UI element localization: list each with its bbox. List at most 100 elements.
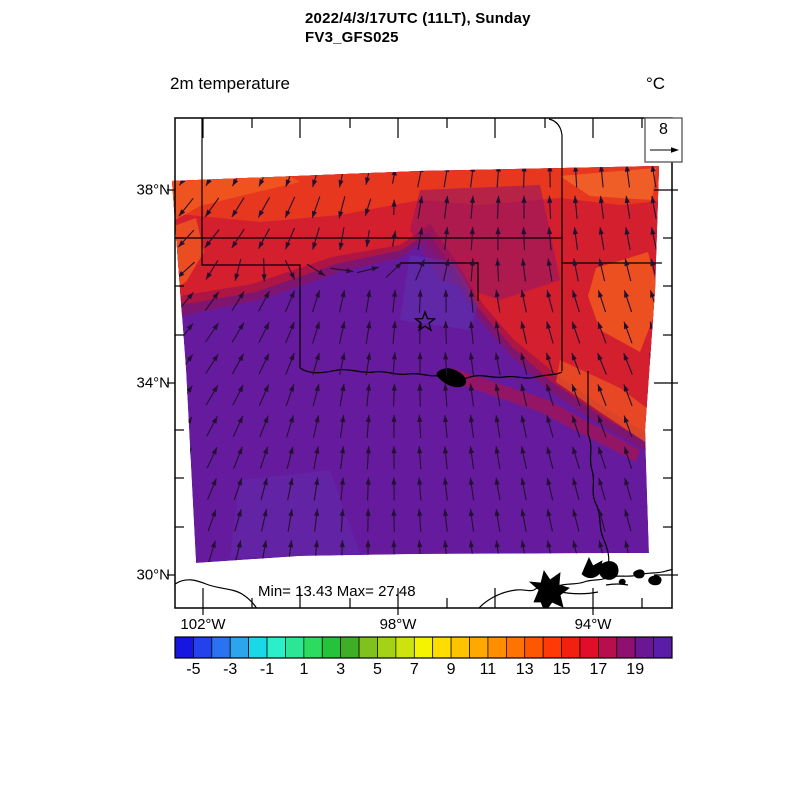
wind-arrow-head bbox=[624, 477, 630, 486]
wind-arrow-head bbox=[494, 415, 500, 423]
wind-arrow-head bbox=[365, 239, 371, 247]
wind-arrow-head bbox=[338, 179, 344, 188]
wind-arrow-head bbox=[468, 352, 474, 360]
wind-arrow-head bbox=[443, 383, 449, 391]
wind-arrow-head bbox=[417, 446, 423, 454]
wind-arrow bbox=[649, 415, 659, 438]
wind-arrow-head bbox=[391, 321, 397, 329]
wind-arrow-head bbox=[313, 540, 319, 548]
wind-arrow-head bbox=[391, 477, 397, 485]
wind-arrow-head bbox=[314, 446, 320, 454]
wind-arrow-head bbox=[443, 415, 449, 423]
wind-arrow-head bbox=[237, 447, 243, 455]
wind-arrow-head bbox=[520, 446, 526, 454]
wind-arrow-head bbox=[468, 446, 474, 454]
wind-arrow-head bbox=[599, 166, 605, 172]
state-border-ksmo-okar bbox=[548, 118, 563, 371]
wind-arrow-head bbox=[598, 509, 604, 517]
wind-arrow-head bbox=[598, 195, 604, 204]
state-border-extra bbox=[400, 262, 479, 301]
field-region-orange-patch-topright bbox=[560, 168, 656, 200]
wind-arrow-head bbox=[650, 258, 656, 267]
wind-arrow-head bbox=[205, 209, 212, 217]
wind-arrow-head bbox=[650, 540, 656, 548]
plot-title-model: FV3_GFS025 bbox=[305, 29, 399, 46]
wind-arrow-head bbox=[547, 195, 553, 203]
wind-arrow-head bbox=[211, 509, 216, 517]
wind-arrow-head bbox=[521, 195, 527, 203]
wind-arrow-head bbox=[340, 290, 346, 298]
wind-arrow-head bbox=[546, 540, 552, 548]
wind-arrow-head bbox=[261, 274, 267, 282]
wind-arrow-head bbox=[340, 383, 346, 392]
wind-arrow-head bbox=[521, 166, 527, 172]
wind-arrow-head bbox=[391, 446, 397, 454]
wind-arrow-head bbox=[186, 385, 193, 393]
wind-arrow-head bbox=[520, 540, 526, 548]
wind-arrow-head bbox=[391, 199, 397, 207]
wind-arrow-head bbox=[573, 195, 579, 204]
wind-arrow-head bbox=[365, 446, 371, 454]
wind-arrow-head bbox=[314, 321, 320, 329]
wind-arrow-head bbox=[494, 289, 500, 298]
wind-arrow-head bbox=[598, 290, 604, 298]
wind-arrow-head bbox=[443, 289, 449, 297]
wind-arrow-head bbox=[288, 477, 294, 486]
wind-arrow-head bbox=[520, 383, 526, 392]
rio-grande-coast bbox=[175, 579, 258, 608]
wind-arrow-head bbox=[186, 354, 193, 362]
wind-arrow-head bbox=[572, 446, 578, 455]
wind-arrow-head bbox=[650, 196, 656, 204]
wind-arrow bbox=[181, 540, 191, 563]
wind-arrow-head bbox=[285, 210, 291, 218]
wind-arrow-head bbox=[177, 271, 185, 278]
colorbar-cell bbox=[579, 636, 599, 659]
wind-arrow-head bbox=[521, 227, 527, 235]
wind-arrow-head bbox=[468, 321, 475, 329]
wind-arrow bbox=[649, 446, 659, 469]
wind-arrow-head bbox=[443, 227, 450, 235]
lake-texoma bbox=[436, 368, 466, 388]
wind-arrow-head bbox=[520, 477, 526, 486]
wind-arrow-head bbox=[366, 289, 372, 298]
wind-arrow-head bbox=[391, 289, 397, 297]
colorbar-cell bbox=[340, 636, 360, 659]
wind-arrow-head bbox=[185, 509, 191, 518]
wind-arrow-head bbox=[211, 447, 217, 455]
y-axis-tick-label: 38°N bbox=[136, 181, 170, 199]
wind-arrow-head bbox=[572, 415, 577, 423]
wind-arrow-head bbox=[572, 227, 578, 235]
wind-arrow-head bbox=[314, 352, 320, 361]
wind-arrow-head bbox=[598, 258, 604, 267]
wind-arrow-head bbox=[520, 321, 526, 329]
wind-arrow-head bbox=[546, 446, 552, 454]
wind-arrow-head bbox=[288, 415, 294, 423]
field-region-orange-patch-right-lower bbox=[556, 360, 652, 444]
wind-arrow-head bbox=[598, 415, 603, 423]
wind-arrow-head bbox=[417, 477, 423, 485]
wind-arrow-head bbox=[237, 353, 244, 362]
wind-arrow-head bbox=[494, 352, 500, 360]
variable-label: 2m temperature bbox=[170, 74, 290, 93]
wind-arrow-head bbox=[288, 540, 294, 548]
wind-arrow-head bbox=[236, 540, 242, 548]
wind-arrow-head bbox=[263, 384, 269, 392]
colorbar-cell bbox=[469, 636, 489, 659]
wind-arrow bbox=[180, 509, 192, 532]
wind-arrow-head bbox=[468, 415, 474, 423]
wind-arrow-head bbox=[395, 262, 403, 269]
wind-arrow-head bbox=[289, 290, 295, 299]
wind-arrow-head bbox=[495, 195, 501, 203]
colorbar-cell bbox=[487, 636, 507, 659]
wind-arrow-head bbox=[417, 540, 423, 548]
wind-arrow-head bbox=[624, 290, 630, 298]
wind-arrow-head bbox=[338, 242, 344, 250]
wind-arrow-head bbox=[573, 166, 579, 172]
colorbar-tick-label: 5 bbox=[373, 661, 382, 678]
wind-arrow-head bbox=[442, 446, 449, 454]
wind-arrow-head bbox=[364, 208, 370, 216]
wind-arrow-head bbox=[238, 322, 244, 330]
colorbar-tick-label: 9 bbox=[446, 661, 456, 678]
wind-arrow-head bbox=[314, 415, 320, 423]
wind-reference-value: 8 bbox=[659, 121, 668, 138]
